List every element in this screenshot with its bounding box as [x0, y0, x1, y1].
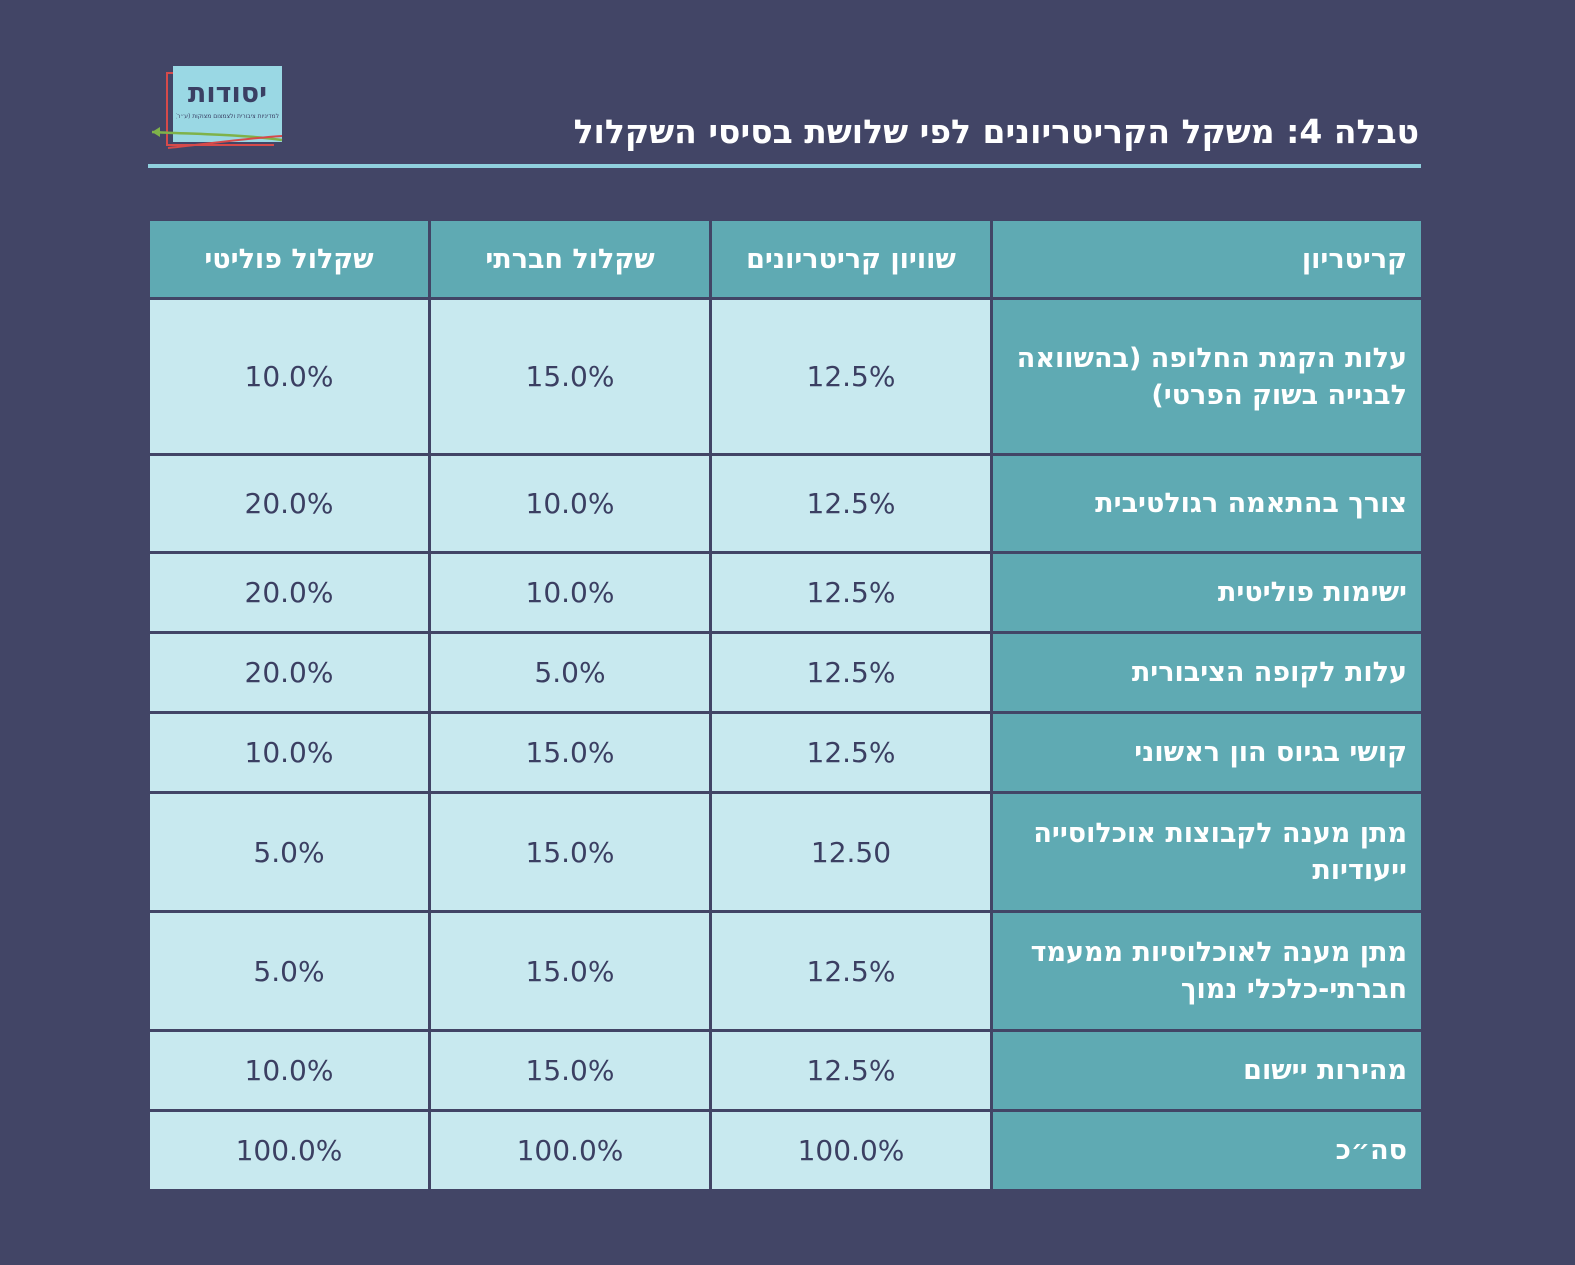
criterion-label: עלות לקופה הציבורית: [993, 634, 1421, 711]
political-weight: 10.0%: [150, 714, 428, 791]
equal-weight: 12.5%: [712, 634, 990, 711]
criterion-label: מתן מענה לקבוצות אוכלוסייה ייעודיות: [993, 794, 1421, 910]
criterion-label: ישימות פוליטית: [993, 554, 1421, 631]
logo: יסודות למדיניות ציבורית ולצמצום מצוקות (…: [148, 64, 284, 154]
criteria-weights-table: שקלול פוליטי שקלול חברתי שוויון קריטריונ…: [150, 221, 1421, 1189]
political-weight: 5.0%: [150, 794, 428, 910]
criterion-label: מהירות יישום: [993, 1032, 1421, 1109]
criterion-label: עלות הקמת החלופה (בהשוואה לבנייה בשוק הפ…: [993, 300, 1421, 453]
title-underline: [148, 164, 1421, 168]
political-weight: 20.0%: [150, 554, 428, 631]
equal-weight: 12.5%: [712, 300, 990, 453]
equal-weight: 12.5%: [712, 714, 990, 791]
column-header-equal: שוויון קריטריונים: [712, 221, 990, 297]
logo-arrow-icon: [151, 127, 283, 149]
total-political: 100.0%: [150, 1112, 428, 1189]
social-weight: 15.0%: [431, 1032, 709, 1109]
equal-weight: 12.50: [712, 794, 990, 910]
criterion-label: קושי בגיוס הון ראשוני: [993, 714, 1421, 791]
total-social: 100.0%: [431, 1112, 709, 1189]
column-header-social: שקלול חברתי: [431, 221, 709, 297]
social-weight: 5.0%: [431, 634, 709, 711]
logo-text: יסודות: [187, 78, 268, 109]
social-weight: 15.0%: [431, 714, 709, 791]
criterion-label: מתן מענה לאוכלוסיות ממעמד חברתי-כלכלי נמ…: [993, 913, 1421, 1029]
social-weight: 15.0%: [431, 794, 709, 910]
political-weight: 10.0%: [150, 1032, 428, 1109]
social-weight: 15.0%: [431, 913, 709, 1029]
logo-subtitle: למדיניות ציבורית ולצמצום מצוקות (ע״ר): [176, 113, 279, 120]
criterion-label: צורך בהתאמה רגולטיבית: [993, 456, 1421, 551]
political-weight: 5.0%: [150, 913, 428, 1029]
social-weight: 10.0%: [431, 554, 709, 631]
social-weight: 10.0%: [431, 456, 709, 551]
social-weight: 15.0%: [431, 300, 709, 453]
political-weight: 10.0%: [150, 300, 428, 453]
equal-weight: 12.5%: [712, 456, 990, 551]
logo-box: [173, 66, 282, 142]
column-header-political: שקלול פוליטי: [150, 221, 428, 297]
total-label: סה״כ: [993, 1112, 1421, 1189]
page-title: טבלה 4: משקל הקריטריונים לפי שלושת בסיסי…: [573, 112, 1419, 151]
column-header-criterion: קריטריון: [993, 221, 1421, 297]
equal-weight: 12.5%: [712, 1032, 990, 1109]
equal-weight: 12.5%: [712, 913, 990, 1029]
total-equal: 100.0%: [712, 1112, 990, 1189]
political-weight: 20.0%: [150, 456, 428, 551]
equal-weight: 12.5%: [712, 554, 990, 631]
political-weight: 20.0%: [150, 634, 428, 711]
page-header: יסודות למדיניות ציבורית ולצמצום מצוקות (…: [148, 62, 1421, 168]
